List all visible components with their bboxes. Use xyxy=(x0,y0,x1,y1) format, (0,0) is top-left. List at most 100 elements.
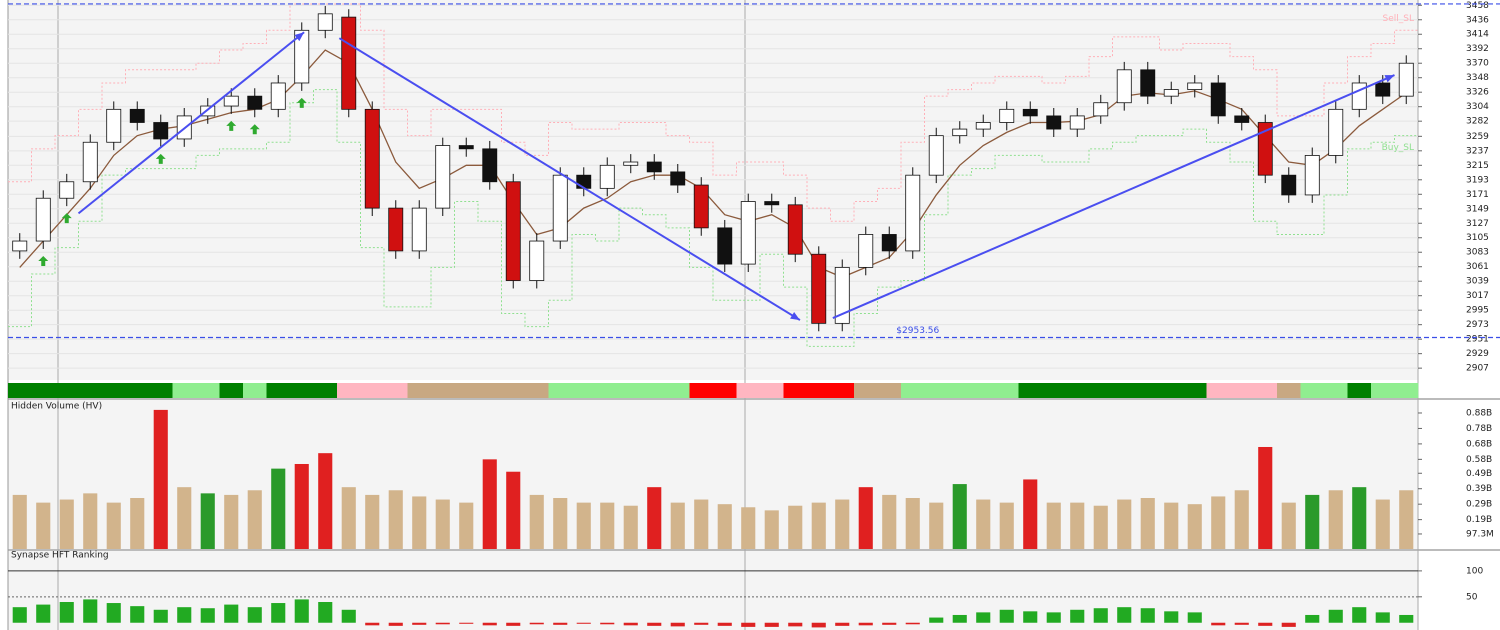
bar xyxy=(247,607,262,623)
candle-body xyxy=(576,174,592,189)
signal-strip-cell xyxy=(1394,383,1419,398)
signal-strip-cell xyxy=(454,383,479,398)
bar xyxy=(576,622,591,624)
candle-body xyxy=(1116,69,1132,104)
y-tick-label: 0.68B xyxy=(1466,439,1492,449)
bar xyxy=(1140,497,1155,549)
y-tick-label: 3105 xyxy=(1466,233,1489,243)
bar xyxy=(882,622,897,625)
trend-arrow xyxy=(338,37,801,321)
signal-strip-cell xyxy=(360,383,385,398)
signal-strip-cell xyxy=(290,383,314,398)
signal-strip-cell xyxy=(713,383,737,398)
trend-arrow xyxy=(77,31,305,215)
bar xyxy=(341,487,356,549)
bar xyxy=(1140,608,1155,623)
y-tick-label: 3436 xyxy=(1466,15,1489,25)
bar xyxy=(764,622,779,627)
bar xyxy=(553,497,568,549)
bar xyxy=(858,487,873,549)
candle-body xyxy=(740,201,756,265)
bar xyxy=(1211,496,1226,549)
bar xyxy=(553,622,568,625)
signal-strip-cell xyxy=(1206,383,1231,398)
signal-strip-cell xyxy=(924,383,949,398)
y-tick-label: 3127 xyxy=(1466,219,1489,229)
bar xyxy=(177,487,192,549)
bar xyxy=(1352,487,1367,549)
bar xyxy=(788,505,803,549)
bar xyxy=(717,622,732,626)
stop-label: Sell_SL xyxy=(1383,14,1414,24)
bar xyxy=(811,622,826,628)
signal-strip-cell xyxy=(78,383,103,398)
candle-body xyxy=(1351,82,1367,110)
candle-body xyxy=(106,108,122,143)
level-label: $2953.56 xyxy=(896,326,939,336)
bar xyxy=(459,502,474,549)
bar xyxy=(1328,490,1343,549)
signal-strip-cell xyxy=(243,383,267,398)
signal-strip-cell xyxy=(102,383,126,398)
bar xyxy=(341,609,356,623)
bar xyxy=(1187,504,1202,549)
y-tick-label: 3083 xyxy=(1466,248,1489,258)
candle-body xyxy=(12,240,28,252)
bar xyxy=(200,493,215,549)
candle-body xyxy=(1022,108,1038,117)
candle-body xyxy=(881,234,897,252)
bar xyxy=(1164,611,1179,623)
candle-body xyxy=(1398,62,1414,97)
bar xyxy=(999,502,1014,549)
candle-body xyxy=(552,174,568,242)
bar xyxy=(36,502,51,549)
signal-strip-cell xyxy=(1183,383,1207,398)
bar xyxy=(36,604,51,623)
bar xyxy=(694,622,709,625)
candle-body xyxy=(1257,122,1273,176)
bar xyxy=(12,494,27,549)
bar xyxy=(623,505,638,549)
bar xyxy=(1281,502,1296,549)
bar xyxy=(741,507,756,549)
bar xyxy=(83,599,98,623)
signal-strip-cell xyxy=(666,383,690,398)
bar xyxy=(717,504,732,549)
bar xyxy=(741,622,756,627)
bar xyxy=(224,494,239,549)
candle-body xyxy=(294,29,310,84)
ranking-panel xyxy=(8,551,1418,630)
candle-body xyxy=(717,227,733,265)
candle-body xyxy=(928,135,944,176)
y-tick-label: 3326 xyxy=(1466,88,1489,98)
stop-line xyxy=(8,89,1418,347)
bar xyxy=(1352,607,1367,623)
bar xyxy=(788,622,803,627)
candle-body xyxy=(505,181,521,281)
bar xyxy=(435,499,450,549)
arrow-head xyxy=(294,32,305,42)
bar xyxy=(647,622,662,626)
bar xyxy=(1234,622,1249,625)
panel-title: Synapse HFT Ranking xyxy=(11,551,109,561)
signal-strip-cell xyxy=(1159,383,1184,398)
bar xyxy=(1023,479,1038,549)
candle-body xyxy=(670,171,686,186)
candle-body xyxy=(529,240,545,281)
signal-strip-cell xyxy=(384,383,408,398)
bar xyxy=(318,602,333,623)
signal-strip-cell xyxy=(1253,383,1278,398)
signal-strip-cell xyxy=(478,383,502,398)
bar xyxy=(1399,614,1414,623)
signal-strip-cell xyxy=(995,383,1019,398)
candle-body xyxy=(1140,69,1156,97)
bar xyxy=(647,487,662,549)
stop-label: Buy_SL xyxy=(1382,143,1414,153)
candle-body xyxy=(811,253,827,324)
bar xyxy=(130,606,145,623)
candle-body xyxy=(59,181,75,199)
signal-strip-cell xyxy=(1371,383,1395,398)
signal-strip-cell xyxy=(948,383,972,398)
y-tick-label: 100 xyxy=(1466,566,1483,576)
bar xyxy=(623,622,638,626)
